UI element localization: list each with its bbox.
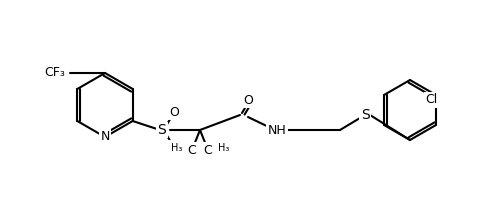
Text: O: O — [169, 106, 179, 119]
Text: N: N — [100, 131, 110, 143]
Text: NH: NH — [268, 124, 286, 136]
Text: Cl: Cl — [425, 94, 437, 107]
Text: C: C — [204, 143, 212, 157]
Text: S: S — [158, 123, 166, 137]
Text: H₃: H₃ — [171, 143, 182, 153]
Text: H₃: H₃ — [218, 143, 229, 153]
Text: CF₃: CF₃ — [44, 66, 65, 80]
Text: C: C — [187, 143, 196, 157]
Text: S: S — [361, 108, 370, 122]
Text: O: O — [169, 141, 179, 155]
Text: O: O — [243, 94, 253, 107]
